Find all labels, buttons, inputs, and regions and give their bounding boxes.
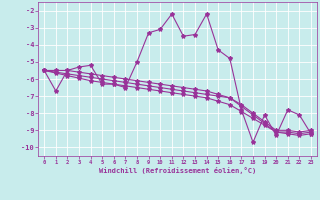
X-axis label: Windchill (Refroidissement éolien,°C): Windchill (Refroidissement éolien,°C) (99, 167, 256, 174)
